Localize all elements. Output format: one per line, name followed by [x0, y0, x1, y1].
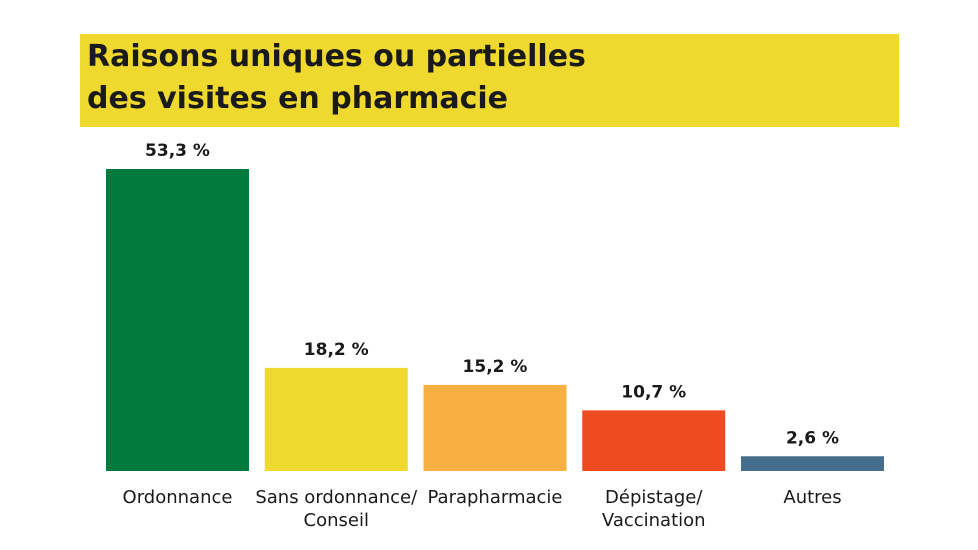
category-label-4: Autres — [783, 487, 841, 508]
value-label-0: 53,3 % — [145, 141, 210, 161]
category-label-1-line-1: Conseil — [304, 510, 369, 531]
value-label-3: 10,7 % — [621, 382, 686, 402]
category-label-2: Parapharmacie — [428, 487, 563, 508]
bar-1 — [264, 367, 408, 471]
category-label-0: Ordonnance — [123, 487, 233, 508]
chart-title-line-1: Raisons uniques ou partielles — [87, 39, 586, 74]
category-label-3-line-1: Vaccination — [602, 510, 706, 531]
value-label-2: 15,2 % — [463, 357, 528, 377]
bars-layer: 53,3 % Ordonnance 18,2 % Sans ordonnance/Co… — [106, 141, 884, 531]
value-label-1: 18,2 % — [304, 340, 369, 360]
bar-3 — [582, 410, 726, 471]
title-band: Raisons uniques ou partielles des visite… — [80, 34, 899, 127]
category-label-3-line-0: Dépistage/ — [605, 487, 703, 508]
category-label-1-line-0: Sans ordonnance/ — [255, 487, 418, 508]
bar-0 — [106, 169, 249, 471]
chart-title-line-2: des visites en pharmacie — [87, 81, 509, 116]
value-label-4: 2,6 % — [786, 428, 839, 448]
bar-4 — [741, 456, 884, 471]
bar-2 — [423, 384, 567, 471]
